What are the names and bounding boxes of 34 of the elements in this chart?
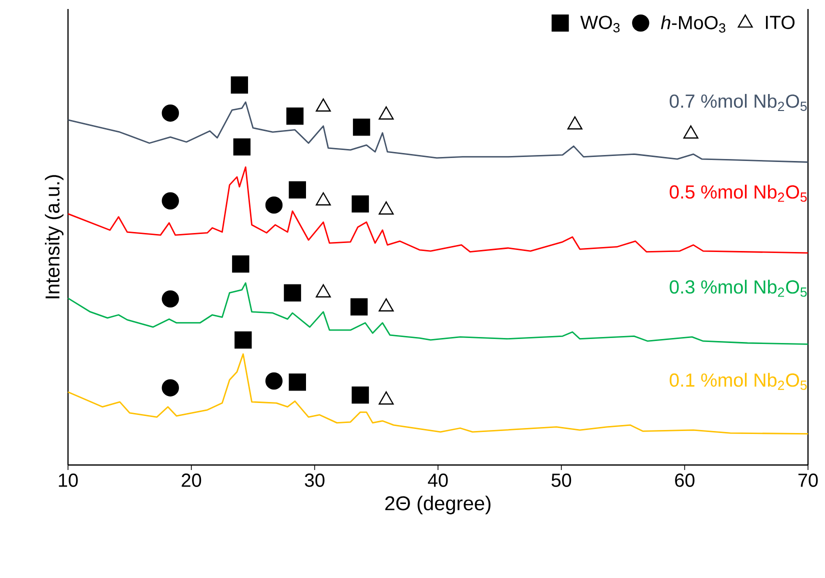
x-tick-label: 30 — [304, 474, 324, 487]
point — [352, 118, 370, 136]
text: 0.1 %mol Nb$_{2}$O$_{5}$ — [670, 372, 807, 390]
point — [233, 138, 251, 156]
point — [162, 192, 179, 210]
point — [350, 298, 368, 316]
point — [265, 196, 283, 214]
x-axis-title: 2Θ (degree) — [385, 496, 490, 514]
text: 0.7 %mol Nb$_{2}$O$_{5}$ — [670, 94, 807, 111]
point — [284, 284, 302, 302]
point — [352, 386, 369, 404]
x-tick-label: 20 — [182, 474, 202, 487]
legend-label: WO$_{3}$ — [580, 16, 620, 32]
x-tick-label: 40 — [428, 474, 448, 487]
point — [162, 290, 179, 308]
x-tick-label: 50 — [552, 474, 572, 487]
point — [162, 104, 179, 122]
text: 0.5 %mol Nb$_{2}$O$_{5}$ — [670, 184, 807, 202]
point — [288, 374, 306, 391]
x-tick-label: 70 — [798, 474, 818, 487]
point — [232, 255, 250, 273]
x-tick-label: 10 — [58, 474, 78, 487]
point — [162, 379, 179, 396]
point — [265, 372, 283, 390]
legend-label: ITO — [766, 16, 795, 30]
legend-label: h-MoO$_{3}$ — [660, 15, 726, 33]
point — [352, 195, 369, 213]
text: 0.3 %mol Nb$_{2}$O$_{5}$ — [670, 280, 807, 297]
point — [234, 331, 252, 349]
y-axis-title: Intensity (a.u.) — [44, 175, 64, 298]
point — [230, 76, 248, 94]
point — [288, 181, 306, 198]
point — [286, 108, 304, 125]
x-tick-label: 60 — [675, 474, 694, 487]
